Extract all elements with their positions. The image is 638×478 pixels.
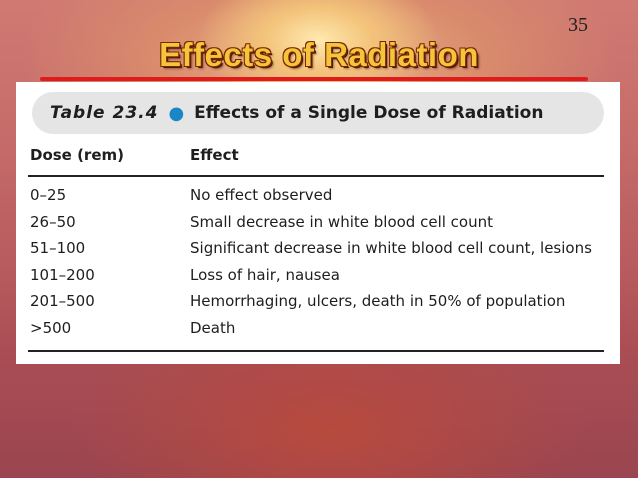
table-caption-title: Effects of a Single Dose of Radiation [194,103,544,123]
effect-cell: Small decrease in white blood cell count [190,212,493,231]
column-header-dose: Dose (rem) [30,146,124,164]
title-rule [40,77,588,81]
header-rule [28,175,604,177]
radiation-table: Table 23.4 ● Effects of a Single Dose of… [16,82,620,364]
table-caption: Table 23.4 ● Effects of a Single Dose of… [32,92,604,134]
table-caption-label: Table 23.4 [50,103,159,123]
table-row: 201–500 Hemorrhaging, ulcers, death in 5… [16,288,620,315]
slide-number: 35 [568,14,588,36]
column-header-effect: Effect [190,146,239,164]
dose-cell: 51–100 [30,239,86,257]
footer-rule [28,350,604,352]
dose-cell: 26–50 [30,212,76,231]
table-row: 26–50 Small decrease in white blood cell… [16,209,620,236]
effect-cell: Loss of hair, nausea [190,265,340,284]
effect-cell: No effect observed [190,186,333,204]
table-row: 0–25 No effect observed [16,182,620,209]
dose-cell: 0–25 [30,186,67,204]
table-row: >500 Death [16,315,620,342]
effect-cell: Hemorrhaging, ulcers, death in 50% of po… [190,292,566,310]
dose-cell: 201–500 [30,292,95,310]
dose-cell: 101–200 [30,265,95,284]
table-row: 101–200 Loss of hair, nausea [16,262,620,289]
effect-cell: Significant decrease in white blood cell… [190,239,592,257]
bullet-dot-icon: ● [168,102,185,124]
table-row: 51–100 Significant decrease in white blo… [16,235,620,262]
slide-title: Effects of Radiation [159,36,479,73]
table-body: 0–25 No effect observed 26–50 Small decr… [16,182,620,341]
effect-cell: Death [190,318,236,337]
dose-cell: >500 [30,318,72,337]
